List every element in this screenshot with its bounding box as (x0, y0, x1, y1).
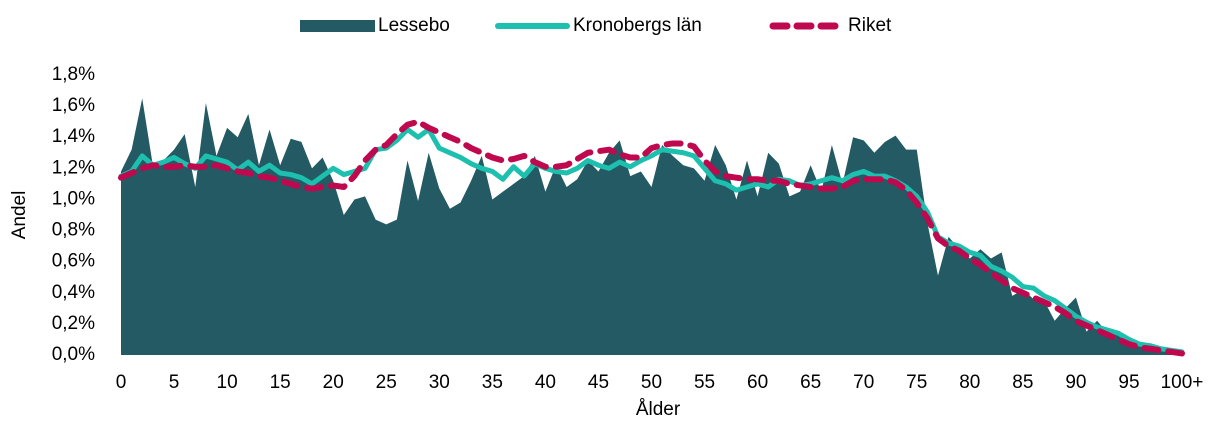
x-axis-label: Ålder (636, 399, 681, 420)
line (118, 118, 1185, 357)
x-tick-label: 45 (588, 372, 609, 393)
x-tick-label: 65 (800, 372, 821, 393)
legend-swatch (300, 20, 375, 32)
x-tick-label: 80 (959, 372, 980, 393)
x-tick-label: 60 (747, 372, 768, 393)
y-tick-label: 1,0% (52, 188, 95, 209)
y-axis-label: Andel (9, 191, 30, 240)
legend-label: Kronobergs län (573, 15, 702, 36)
x-tick-label: 25 (376, 372, 397, 393)
legend-label: Lessebo (378, 15, 450, 36)
x-tick-label: 40 (535, 372, 556, 393)
x-tick-label: 50 (641, 372, 662, 393)
y-tick-label: 1,6% (52, 95, 95, 116)
y-tick-label: 0,4% (52, 282, 95, 303)
y-tick-label: 1,2% (52, 157, 95, 178)
x-tick-label: 10 (217, 372, 238, 393)
y-tick-label: 0,0% (52, 344, 95, 365)
y-tick-label: 0,2% (52, 313, 95, 334)
x-tick-label: 85 (1012, 372, 1033, 393)
line (118, 126, 1185, 355)
y-tick-label: 1,4% (52, 126, 95, 147)
x-tick-label: 20 (323, 372, 344, 393)
x-tick-label: 30 (429, 372, 450, 393)
area (121, 98, 1182, 355)
x-tick-label: 90 (1065, 372, 1086, 393)
x-tick-label: 15 (270, 372, 291, 393)
x-tick-label: 95 (1118, 372, 1139, 393)
x-tick-label: 70 (853, 372, 874, 393)
y-tick-label: 0,8% (52, 220, 95, 241)
x-tick-label: 0 (116, 372, 127, 393)
y-tick-label: 0,6% (52, 251, 95, 272)
y-tick-label: 1,8% (52, 64, 95, 85)
x-tick-label: 75 (906, 372, 927, 393)
x-tick-label: 100+ (1161, 372, 1204, 393)
x-tick-label: 55 (694, 372, 715, 393)
x-tick-label: 5 (169, 372, 180, 393)
x-tick-label: 35 (482, 372, 503, 393)
legend-label: Riket (848, 15, 892, 36)
